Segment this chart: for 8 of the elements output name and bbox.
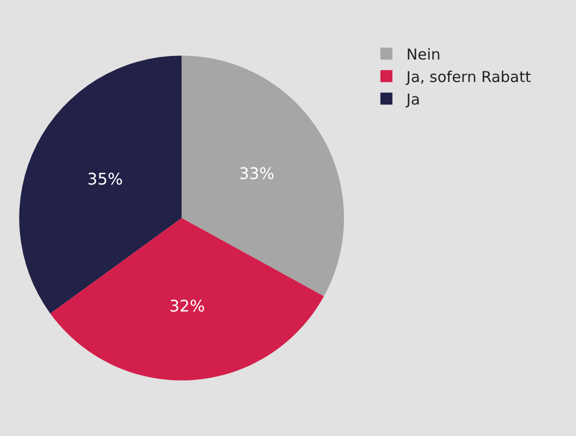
legend-label: Ja (405, 90, 420, 108)
data-label: 35% (87, 170, 123, 189)
legend-label: Ja, sofern Rabatt (405, 68, 532, 86)
pie-slice (50, 218, 324, 380)
data-label: 33% (238, 164, 275, 184)
legend-label: Nein (406, 46, 441, 64)
pie-slice (182, 56, 344, 296)
data-label: 32% (169, 296, 205, 316)
